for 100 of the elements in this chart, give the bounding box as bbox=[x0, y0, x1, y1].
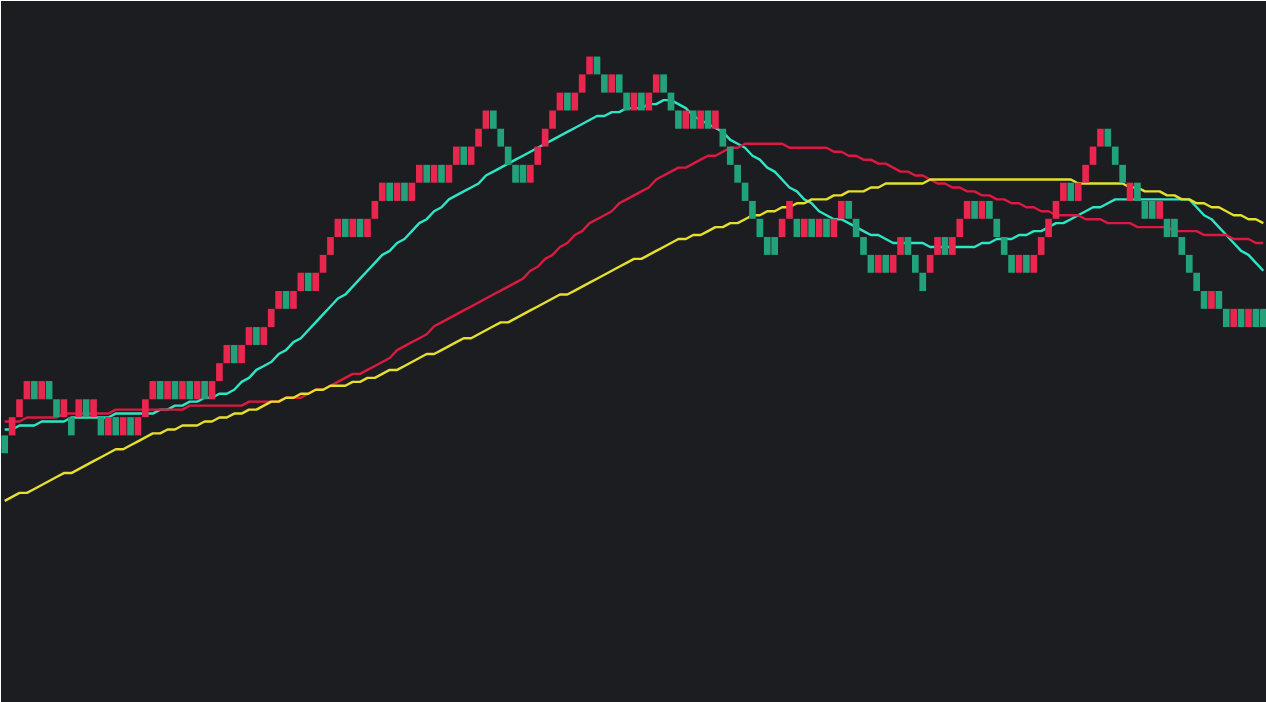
candlestick bbox=[823, 218, 830, 238]
candlestick bbox=[726, 146, 734, 165]
candlestick bbox=[423, 164, 431, 183]
candlestick bbox=[1060, 182, 1067, 201]
candlestick bbox=[941, 237, 949, 255]
candlestick bbox=[68, 417, 75, 436]
candlestick bbox=[90, 399, 97, 418]
candlestick bbox=[497, 128, 505, 147]
candlestick bbox=[238, 344, 245, 364]
candlestick bbox=[874, 254, 882, 273]
candlestick bbox=[1104, 128, 1112, 147]
candlestick bbox=[60, 399, 68, 418]
candlestick bbox=[534, 146, 542, 165]
candlestick bbox=[260, 327, 268, 345]
candlestick bbox=[1185, 254, 1193, 273]
candlestick bbox=[1074, 182, 1082, 201]
candlestick bbox=[749, 200, 756, 219]
candlestick bbox=[586, 56, 593, 75]
candlestick bbox=[1008, 254, 1015, 273]
candlestick bbox=[1208, 290, 1215, 309]
candlestick bbox=[1134, 182, 1141, 201]
candlestick bbox=[889, 254, 897, 273]
candlestick bbox=[371, 200, 379, 219]
candlestick bbox=[719, 128, 727, 147]
candlestick bbox=[475, 128, 482, 147]
candlestick bbox=[1148, 200, 1156, 219]
candlestick bbox=[837, 200, 845, 219]
candlestick bbox=[867, 254, 875, 273]
candlestick bbox=[1037, 237, 1045, 255]
candlestick bbox=[1178, 237, 1186, 255]
candlestick bbox=[30, 381, 38, 400]
candlestick bbox=[304, 272, 312, 291]
candlestick bbox=[142, 399, 149, 418]
candlestick bbox=[934, 237, 941, 255]
candlestick bbox=[82, 399, 90, 418]
candlestick bbox=[571, 92, 579, 111]
candlestick bbox=[156, 381, 164, 400]
candlestick bbox=[1259, 308, 1266, 328]
candlestick bbox=[1245, 308, 1252, 328]
candlestick bbox=[734, 164, 741, 183]
candlestick bbox=[179, 381, 186, 400]
candlestick bbox=[1015, 254, 1023, 273]
candlestick bbox=[230, 344, 238, 364]
candlestick bbox=[1082, 164, 1089, 183]
candlestick bbox=[193, 381, 201, 400]
candlestick bbox=[1052, 200, 1060, 219]
candlestick bbox=[601, 74, 608, 93]
candlestick bbox=[993, 218, 1001, 238]
candlestick bbox=[956, 218, 964, 238]
candlestick bbox=[460, 146, 468, 165]
candlestick bbox=[512, 164, 519, 183]
candlestick bbox=[763, 237, 771, 255]
candlestick bbox=[1230, 308, 1238, 328]
candlestick bbox=[689, 110, 697, 129]
candlestick bbox=[860, 237, 867, 255]
candlestick bbox=[327, 237, 334, 255]
candlestick bbox=[697, 110, 704, 129]
candlestick bbox=[926, 254, 934, 273]
candlestick bbox=[364, 218, 371, 238]
candlestick bbox=[919, 272, 927, 291]
candlestick bbox=[401, 182, 408, 201]
candlestick bbox=[682, 110, 690, 129]
candlestick bbox=[1200, 290, 1208, 309]
candlestick bbox=[201, 381, 208, 400]
candlestick bbox=[1111, 146, 1119, 165]
candlestick bbox=[105, 417, 112, 436]
candlestick bbox=[1222, 308, 1230, 328]
candlestick bbox=[963, 200, 971, 219]
candlestick bbox=[1171, 218, 1178, 238]
candlestick bbox=[652, 74, 660, 93]
candlestick bbox=[712, 110, 719, 129]
candlestick bbox=[904, 237, 912, 255]
candlestick bbox=[452, 146, 460, 165]
candlestick bbox=[1097, 128, 1104, 147]
candlestick bbox=[645, 92, 653, 111]
candlestick bbox=[149, 381, 157, 400]
candlestick bbox=[1193, 272, 1200, 291]
candlestick bbox=[319, 254, 327, 273]
candlestick bbox=[808, 218, 816, 238]
candlestick bbox=[186, 381, 194, 400]
candlestick bbox=[490, 110, 497, 129]
candlestick bbox=[971, 200, 978, 219]
candlestick bbox=[897, 237, 904, 255]
candlestick bbox=[608, 74, 616, 93]
candlestick bbox=[223, 344, 231, 364]
candlestick bbox=[771, 237, 778, 255]
candlestick bbox=[615, 74, 623, 93]
candlestick bbox=[1000, 237, 1008, 255]
candlestick bbox=[660, 74, 667, 93]
candlestick bbox=[112, 417, 120, 436]
candlestick bbox=[445, 164, 453, 183]
candlestick bbox=[912, 254, 919, 273]
candlestick bbox=[519, 164, 527, 183]
candlestick bbox=[638, 92, 645, 111]
candlestick bbox=[349, 218, 356, 238]
candlestick bbox=[578, 74, 586, 93]
candlestick bbox=[216, 363, 223, 382]
candlestick bbox=[53, 399, 60, 418]
candlestick bbox=[1023, 254, 1030, 273]
candlestick bbox=[1030, 254, 1038, 273]
